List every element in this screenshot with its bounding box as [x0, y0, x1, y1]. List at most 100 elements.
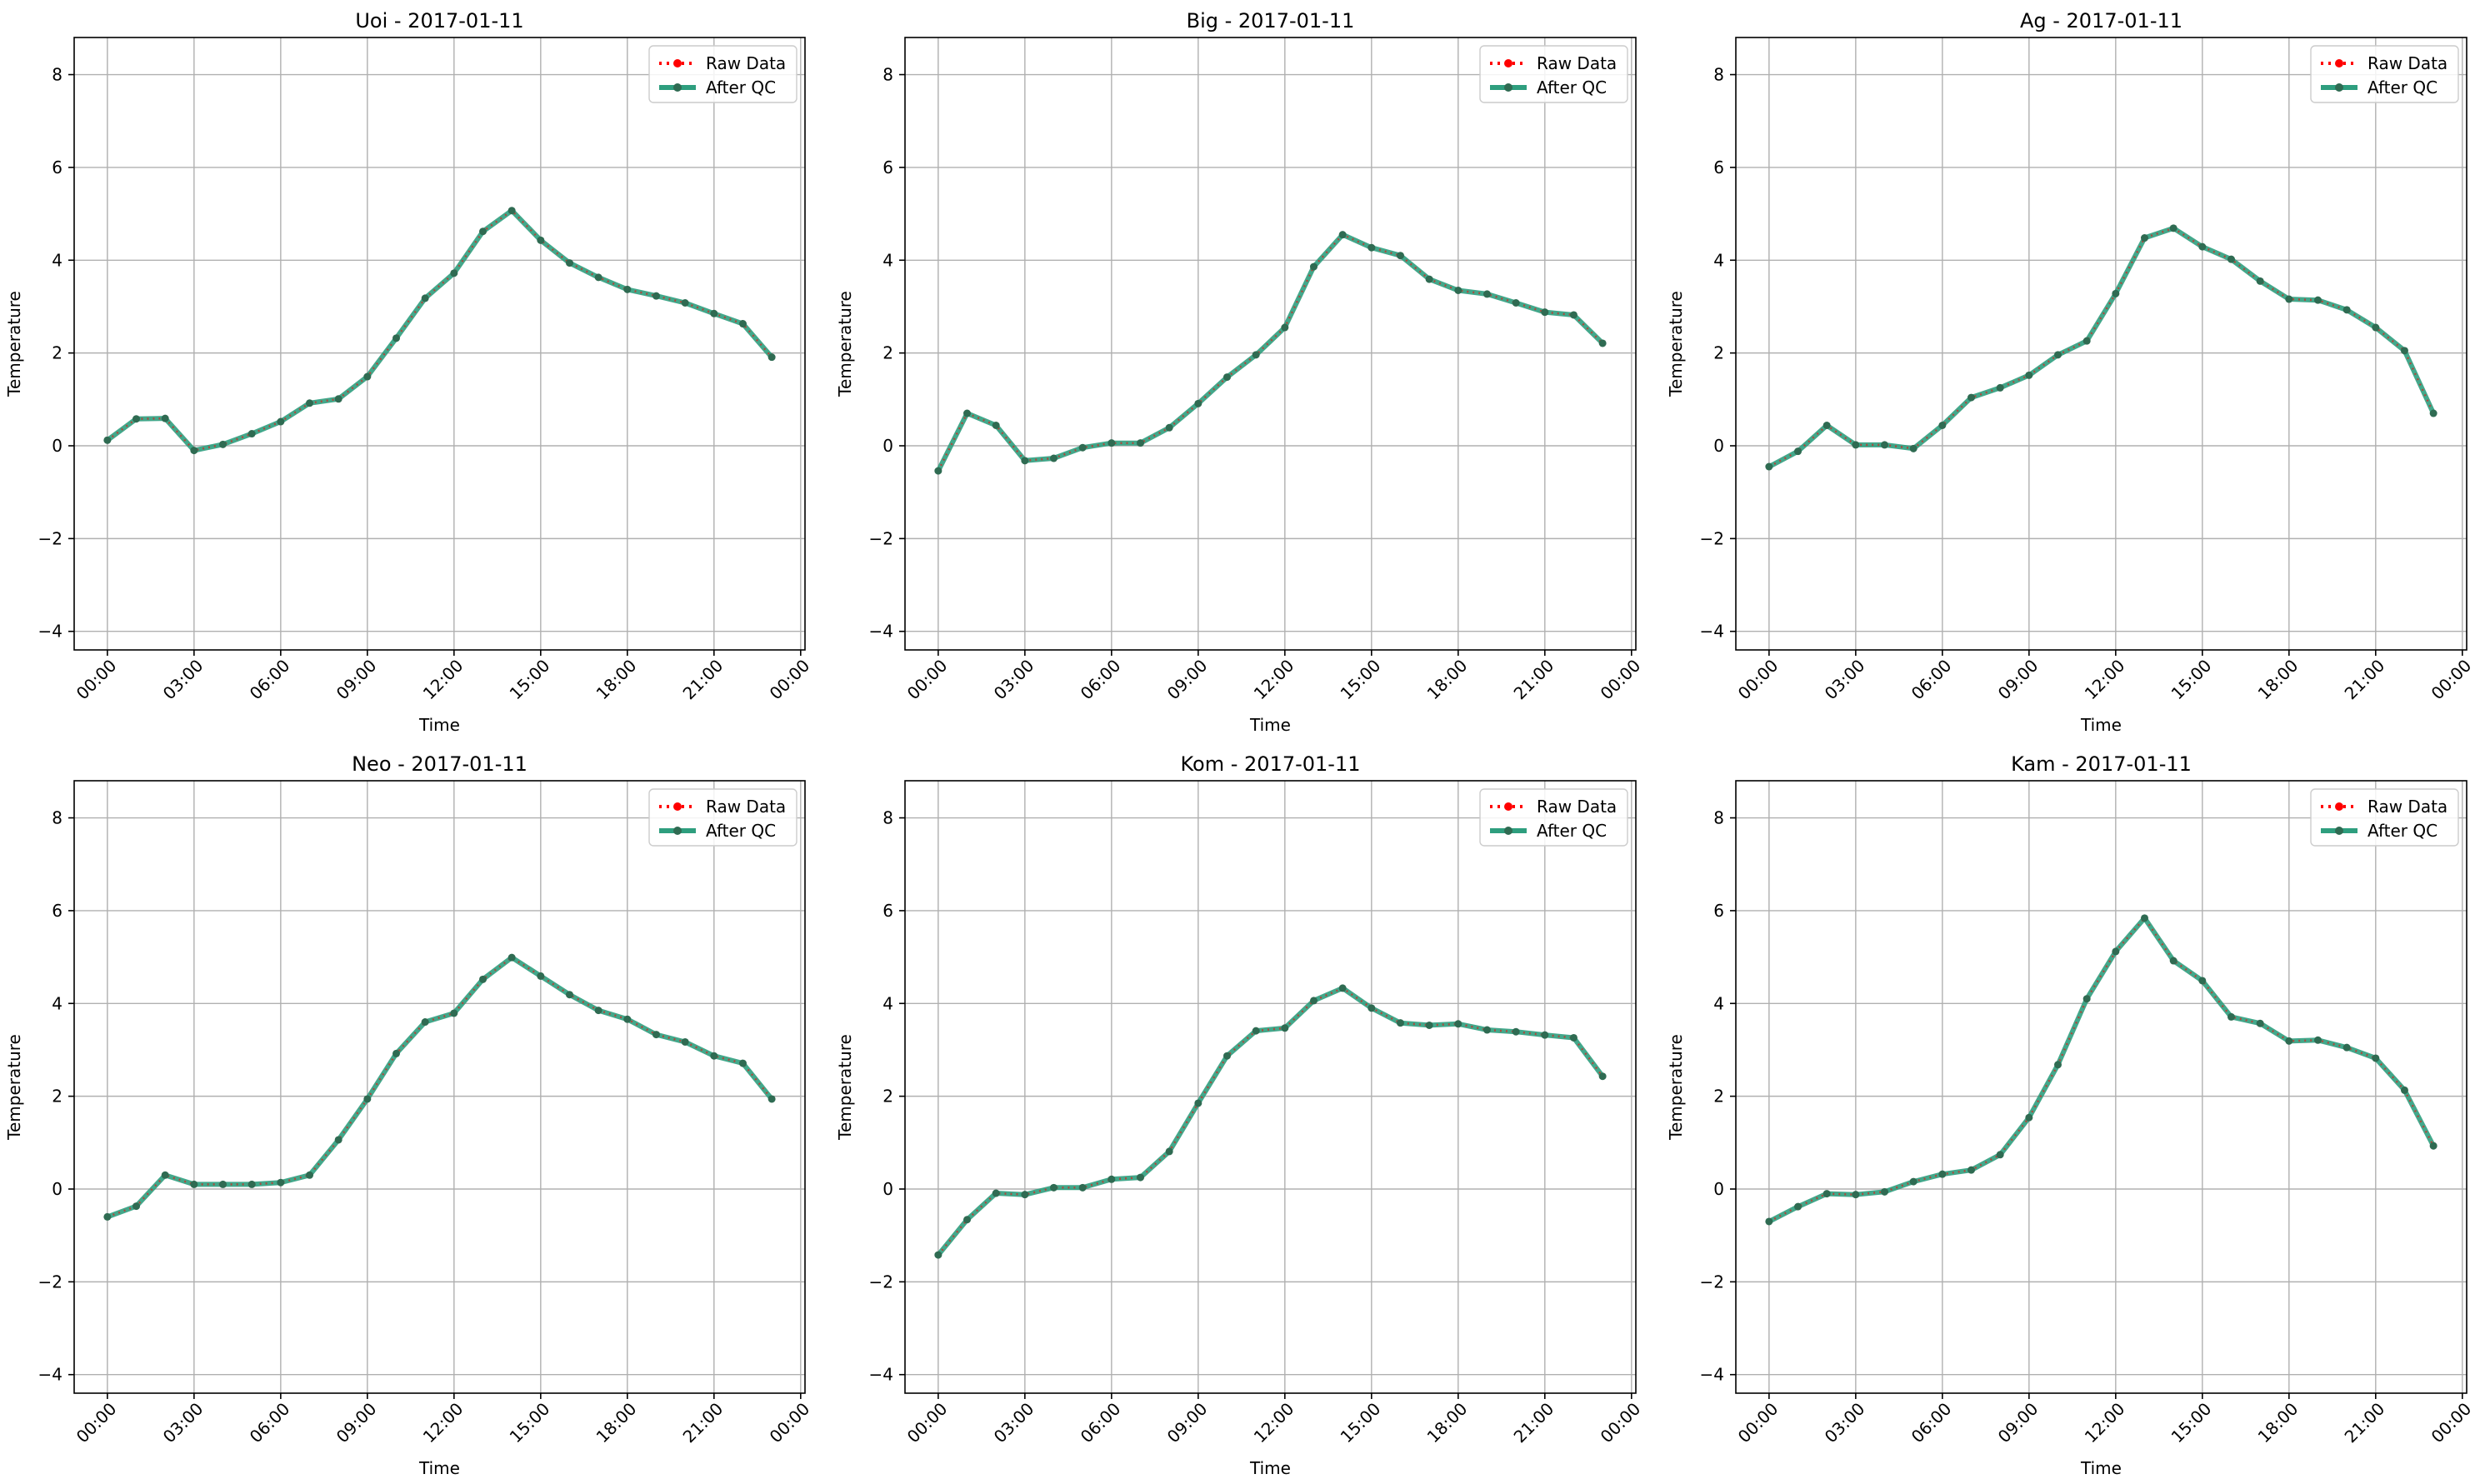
- y-tick-label: 2: [52, 343, 62, 363]
- axes-frame: [73, 780, 806, 1394]
- y-tick-label: 6: [52, 901, 62, 921]
- data-point: [2342, 306, 2351, 314]
- grid: [74, 37, 805, 650]
- legend: Raw Data After QC: [648, 788, 798, 847]
- data-point: [738, 1059, 747, 1067]
- y-tick-label: 2: [882, 1087, 893, 1107]
- data-point: [1194, 1099, 1202, 1107]
- data-point: [2169, 224, 2178, 232]
- legend-qc-label: After QC: [1537, 821, 1607, 841]
- y-tick-label: 0: [882, 436, 893, 456]
- data-point: [306, 1171, 314, 1179]
- data-point: [1938, 422, 1947, 429]
- legend-qc-label: After QC: [2368, 821, 2438, 841]
- data-point: [1482, 1026, 1491, 1034]
- y-tick-label: 8: [1713, 65, 1724, 85]
- y-tick-label: 2: [1713, 343, 1724, 363]
- data-point: [1108, 1175, 1116, 1183]
- data-point: [710, 1052, 718, 1060]
- data-point: [934, 1251, 942, 1259]
- data-point: [1281, 1024, 1289, 1032]
- y-axis: −4 −2 0 2 4 6 8: [1700, 65, 1736, 642]
- data-point: [277, 417, 285, 426]
- grid: [74, 781, 805, 1393]
- data-point: [2169, 957, 2178, 965]
- y-axis: −4 −2 0 2 4 6 8: [1700, 808, 1736, 1385]
- data-points: [1765, 914, 2438, 1226]
- data-point: [1794, 1202, 1802, 1211]
- data-point: [219, 1180, 228, 1188]
- legend: Raw Data After QC: [1479, 45, 1628, 103]
- data-point: [2285, 295, 2293, 303]
- data-point: [1909, 1177, 1918, 1186]
- data-point: [537, 236, 545, 244]
- y-tick-label: 8: [1713, 808, 1724, 828]
- data-point: [652, 1031, 660, 1039]
- y-tick-label: 4: [882, 993, 893, 1013]
- data-point: [277, 1178, 285, 1187]
- data-point: [2400, 347, 2408, 355]
- data-point: [1368, 243, 1376, 252]
- data-point: [1512, 299, 1520, 307]
- data-point: [334, 1136, 342, 1144]
- axes-frame: [904, 37, 1637, 651]
- y-axis-label: Temperature: [835, 291, 855, 397]
- y-tick-label: −4: [869, 1365, 893, 1385]
- x-axis-label: Time: [2080, 1458, 2122, 1478]
- y-tick-label: 4: [52, 993, 62, 1013]
- data-point: [2429, 1142, 2438, 1150]
- data-point: [1822, 422, 1831, 429]
- series-line-raw-data: [107, 956, 773, 1218]
- y-axis: −4 −2 0 2 4 6 8: [38, 65, 74, 642]
- data-point: [1794, 447, 1802, 456]
- data-point: [1021, 1191, 1029, 1199]
- legend-raw-label: Raw Data: [706, 797, 786, 817]
- data-point: [421, 294, 429, 302]
- data-point: [2112, 947, 2120, 956]
- data-point: [1512, 1027, 1520, 1036]
- data-point: [768, 1095, 776, 1103]
- data-point: [132, 1202, 141, 1211]
- data-point: [1281, 323, 1289, 332]
- data-point: [1454, 1020, 1462, 1028]
- data-points: [103, 953, 776, 1221]
- data-point: [248, 430, 256, 438]
- legend: Raw Data After QC: [1479, 788, 1628, 847]
- y-tick-label: −2: [38, 528, 62, 548]
- data-point: [1938, 1170, 1947, 1178]
- legend-qc-marker: [1504, 83, 1512, 92]
- data-point: [1165, 423, 1173, 432]
- data-point: [2313, 296, 2322, 304]
- data-point: [1309, 262, 1318, 271]
- subplot-title: Ag - 2017-01-11: [2020, 9, 2182, 32]
- data-point: [2256, 277, 2264, 285]
- y-tick-label: 0: [52, 1179, 62, 1199]
- data-point: [103, 1212, 112, 1221]
- data-point: [1425, 1021, 1433, 1029]
- y-tick-label: 2: [882, 343, 893, 363]
- series-line-after-qc: [936, 985, 1605, 1257]
- y-tick-label: 2: [1713, 1087, 1724, 1107]
- data-point: [2372, 1054, 2380, 1062]
- legend: Raw Data After QC: [2310, 788, 2459, 847]
- y-tick-label: −4: [38, 622, 62, 642]
- data-point: [2054, 1061, 2062, 1069]
- data-point: [565, 991, 573, 999]
- data-point: [334, 395, 342, 403]
- legend-qc-marker: [2335, 83, 2343, 92]
- data-point: [132, 415, 141, 423]
- legend-qc-marker: [2335, 827, 2343, 835]
- data-point: [1765, 462, 1773, 471]
- data-point: [1165, 1147, 1173, 1156]
- subplot-title: Kam - 2017-01-11: [2011, 752, 2192, 776]
- data-point: [1569, 1033, 1578, 1042]
- y-tick-label: 4: [52, 250, 62, 270]
- data-point: [1598, 1072, 1607, 1081]
- y-tick-label: 2: [52, 1087, 62, 1107]
- grid: [1736, 781, 2467, 1393]
- legend-raw-marker: [1504, 802, 1512, 811]
- data-point: [1078, 1183, 1087, 1192]
- data-point: [508, 207, 516, 215]
- legend-qc-marker: [673, 83, 682, 92]
- data-point: [2429, 409, 2438, 417]
